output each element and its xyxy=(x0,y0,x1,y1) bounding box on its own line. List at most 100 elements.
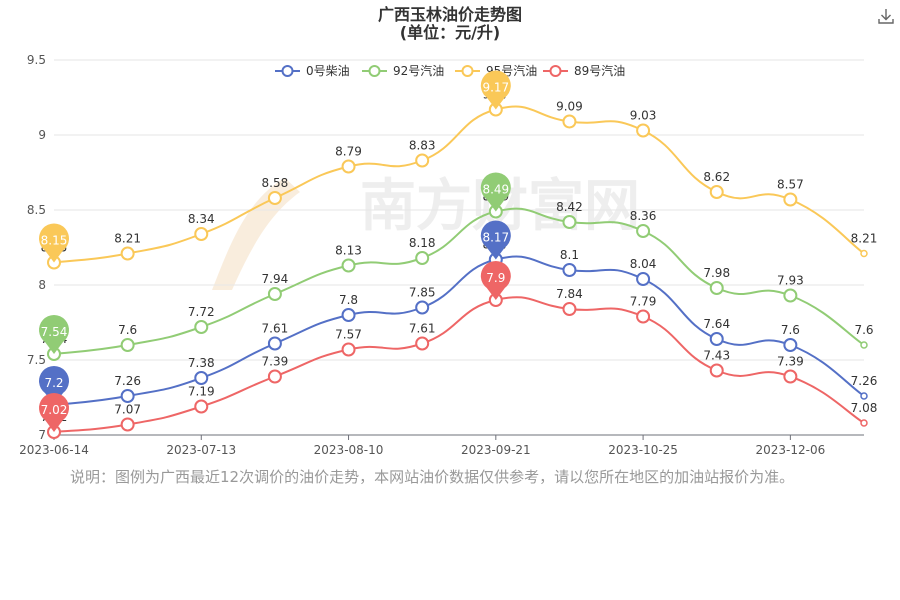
data-label: 7.26 xyxy=(114,374,141,388)
legend-swatch-marker[interactable] xyxy=(549,65,562,77)
data-point[interactable] xyxy=(709,332,724,346)
legend-swatch-marker[interactable] xyxy=(368,65,381,77)
data-label: 7.61 xyxy=(262,322,289,336)
data-point[interactable] xyxy=(636,224,651,238)
y-tick-label: 8 xyxy=(38,278,46,292)
legend-item[interactable]: 0号柴油 xyxy=(306,64,350,78)
data-point[interactable] xyxy=(860,419,868,427)
pin-marker: 7.02 xyxy=(39,393,70,432)
data-label: 7.93 xyxy=(777,274,804,288)
data-label: 7.8 xyxy=(339,293,358,307)
data-label: 7.6 xyxy=(854,323,873,337)
data-label: 8.04 xyxy=(630,257,657,271)
legend-item[interactable]: 92号汽油 xyxy=(393,63,444,78)
pin-label: 8.17 xyxy=(482,231,509,245)
data-point[interactable] xyxy=(709,281,724,295)
data-label: 9.09 xyxy=(556,100,583,114)
pin-label: 7.02 xyxy=(41,403,68,417)
data-point[interactable] xyxy=(120,389,135,403)
legend-swatch-marker[interactable] xyxy=(461,65,474,77)
data-point[interactable] xyxy=(267,191,282,205)
download-icon[interactable] xyxy=(876,6,896,26)
pin-shape xyxy=(480,220,511,260)
data-point[interactable] xyxy=(709,363,724,378)
data-point[interactable] xyxy=(194,371,209,385)
data-label: 7.08 xyxy=(851,401,878,415)
pin-marker: 8.17 xyxy=(480,220,511,260)
data-point[interactable] xyxy=(194,227,209,241)
data-point[interactable] xyxy=(341,258,356,273)
data-label: 8.21 xyxy=(114,232,141,246)
data-label: 7.64 xyxy=(703,317,730,331)
data-point[interactable] xyxy=(783,288,798,303)
data-label: 8.57 xyxy=(777,178,804,192)
data-point[interactable] xyxy=(267,287,282,301)
data-label: 8.42 xyxy=(556,200,583,214)
data-point[interactable] xyxy=(783,192,798,207)
data-point[interactable] xyxy=(194,399,209,414)
pin-marker: 7.9 xyxy=(480,261,511,300)
data-label: 7.79 xyxy=(630,295,657,309)
data-label: 7.98 xyxy=(703,266,730,280)
y-tick-label: 9 xyxy=(38,128,46,142)
data-label: 7.72 xyxy=(188,305,215,319)
data-label: 8.36 xyxy=(630,209,657,223)
data-point[interactable] xyxy=(120,417,135,432)
data-point[interactable] xyxy=(860,249,868,258)
data-point[interactable] xyxy=(783,369,798,384)
data-label: 8.58 xyxy=(262,176,289,190)
data-point[interactable] xyxy=(120,246,135,261)
y-tick-label: 7 xyxy=(38,428,46,442)
y-tick-label: 8.5 xyxy=(27,203,46,217)
pin-shape xyxy=(39,315,70,354)
data-point[interactable] xyxy=(415,153,430,168)
data-label: 8.79 xyxy=(335,145,362,159)
data-point[interactable] xyxy=(709,185,724,199)
data-point[interactable] xyxy=(341,159,356,174)
x-tick-label: 2023-10-25 xyxy=(608,443,678,457)
pin-label: 8.15 xyxy=(41,234,68,248)
data-point[interactable] xyxy=(415,300,430,315)
data-point[interactable] xyxy=(267,336,282,351)
data-point[interactable] xyxy=(415,251,430,265)
series-line[interactable] xyxy=(53,255,865,406)
data-label: 8.34 xyxy=(188,212,215,226)
legend-swatch-marker[interactable] xyxy=(281,65,294,77)
data-point[interactable] xyxy=(120,338,135,352)
y-tick-label: 7.5 xyxy=(27,353,46,367)
pin-shape xyxy=(39,366,70,405)
data-point[interactable] xyxy=(562,302,577,316)
chart-subtitle: (单位：元/升) xyxy=(400,23,500,42)
data-point[interactable] xyxy=(860,392,868,400)
pin-shape xyxy=(480,70,511,110)
pin-label: 9.17 xyxy=(482,81,509,95)
pin-shape xyxy=(39,223,70,263)
data-label: 8.1 xyxy=(560,248,579,262)
legend-item[interactable]: 89号汽油 xyxy=(574,63,625,78)
pin-label: 7.9 xyxy=(486,271,505,285)
data-label: 7.84 xyxy=(556,287,583,301)
data-point[interactable] xyxy=(194,320,209,334)
data-point[interactable] xyxy=(562,215,577,229)
data-label: 8.18 xyxy=(409,236,436,250)
series-line[interactable] xyxy=(53,296,865,433)
data-point[interactable] xyxy=(636,123,651,138)
data-point[interactable] xyxy=(415,336,430,351)
data-point[interactable] xyxy=(783,338,798,352)
data-label: 7.38 xyxy=(188,356,215,370)
x-tick-label: 2023-07-13 xyxy=(166,443,236,457)
data-point[interactable] xyxy=(562,114,577,129)
data-point[interactable] xyxy=(636,309,651,324)
data-label: 7.61 xyxy=(409,322,436,336)
x-tick-label: 2023-06-14 xyxy=(19,443,89,457)
data-point[interactable] xyxy=(341,342,356,357)
data-point[interactable] xyxy=(562,263,577,277)
data-point[interactable] xyxy=(860,341,868,349)
chart-title: 广西玉林油价走势图 xyxy=(378,5,522,24)
data-point[interactable] xyxy=(267,369,282,384)
data-point[interactable] xyxy=(341,308,356,322)
pin-shape xyxy=(480,172,511,212)
data-label: 7.6 xyxy=(118,323,137,337)
chart-note: 说明：图例为广西最近12次调价的油价走势，本网站油价数据仅供参考，请以您所在地区… xyxy=(70,468,795,486)
data-point[interactable] xyxy=(636,272,651,286)
